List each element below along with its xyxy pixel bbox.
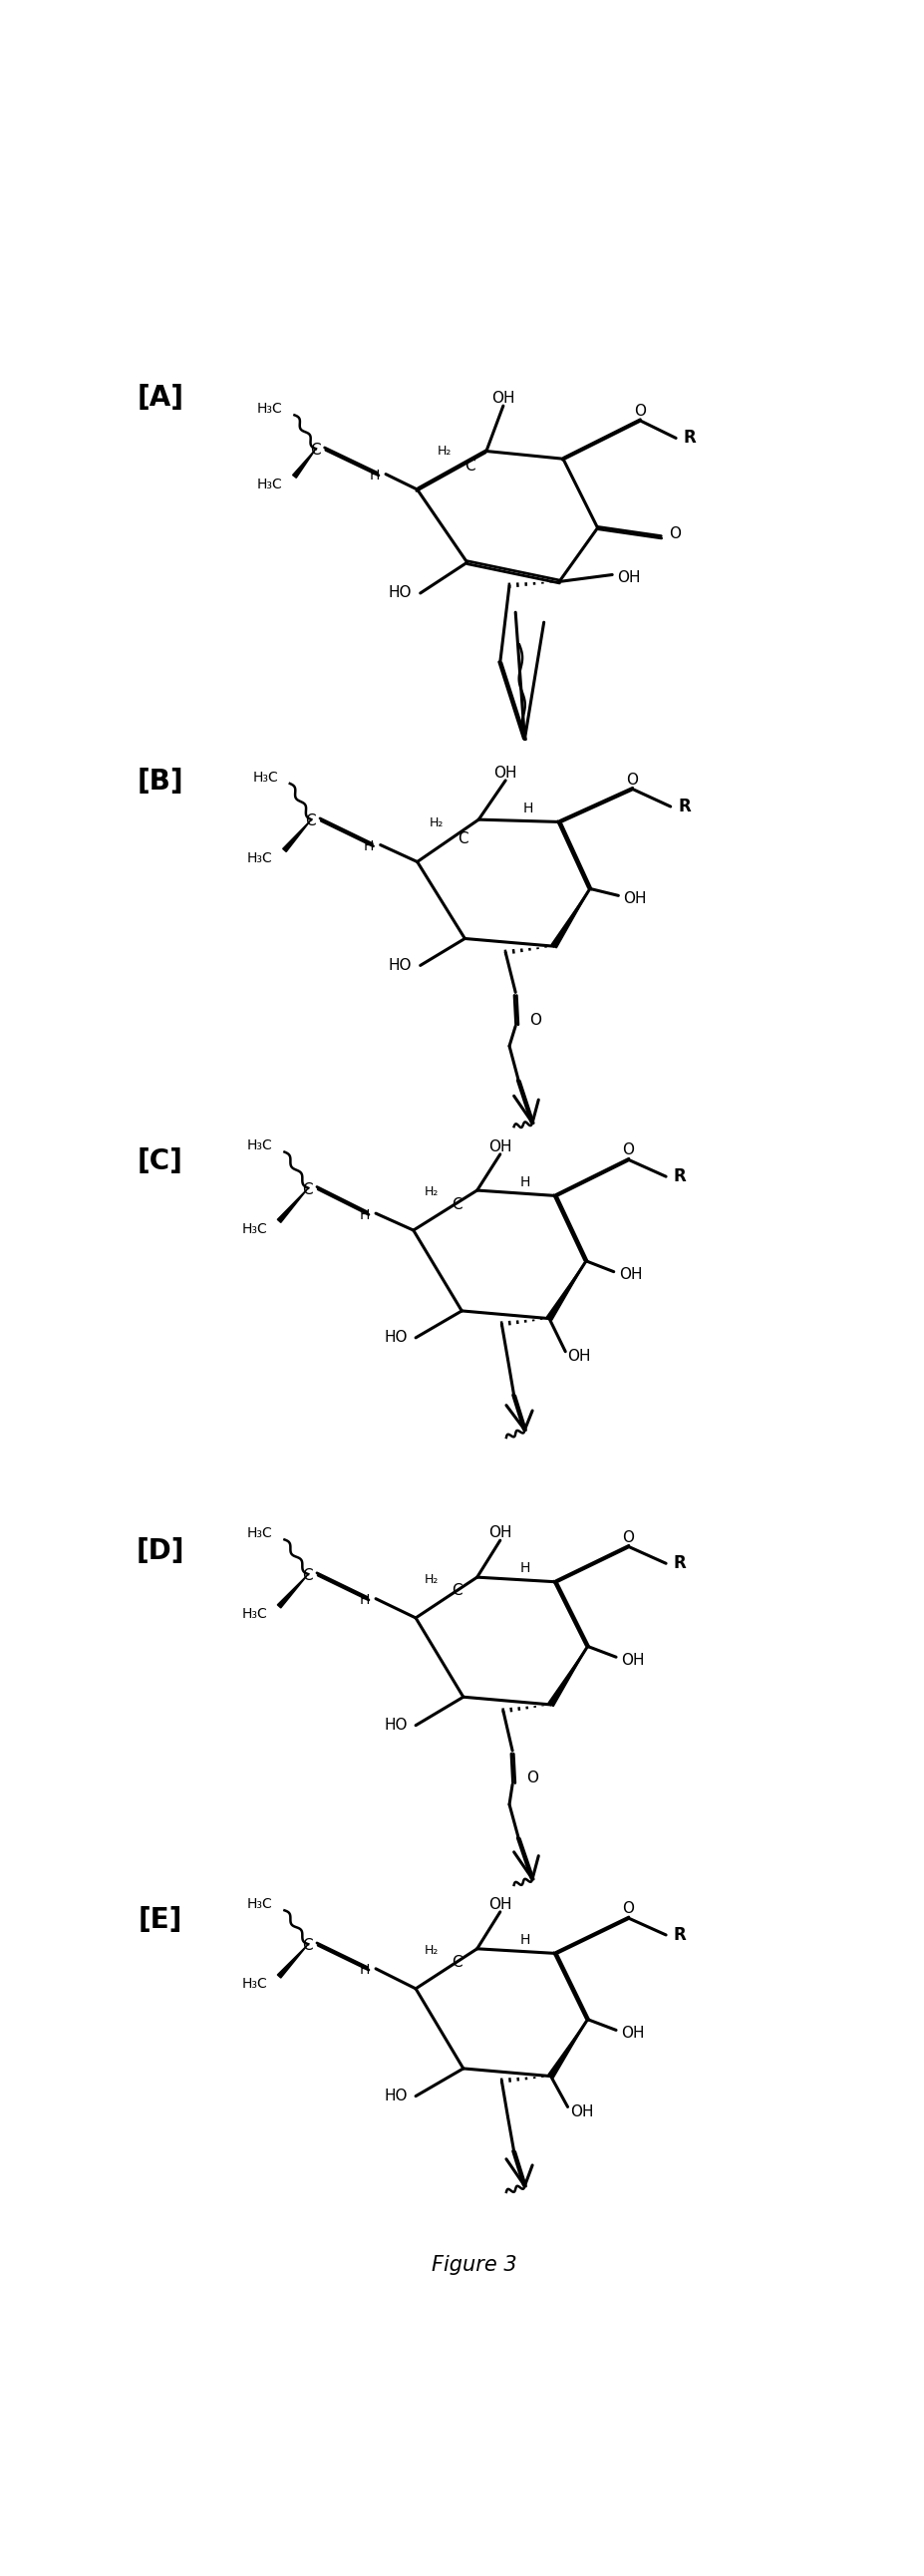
- Text: H: H: [369, 469, 379, 482]
- Text: [A]: [A]: [137, 384, 183, 412]
- Text: H: H: [359, 1595, 370, 1607]
- Text: [E]: [E]: [138, 1906, 182, 1935]
- Text: O: O: [633, 404, 645, 420]
- Text: OH: OH: [623, 891, 646, 907]
- Text: C: C: [302, 1569, 312, 1584]
- Text: HO: HO: [383, 2089, 407, 2105]
- Text: H: H: [519, 1932, 529, 1947]
- Text: H: H: [522, 801, 532, 814]
- Text: H₂: H₂: [423, 1945, 438, 1958]
- Text: C: C: [310, 443, 321, 459]
- Text: OH: OH: [621, 2025, 644, 2040]
- Text: O: O: [622, 1144, 634, 1157]
- Text: H₃C: H₃C: [247, 1139, 273, 1154]
- Text: OH: OH: [569, 2105, 592, 2120]
- Polygon shape: [283, 819, 311, 853]
- Text: OH: OH: [616, 569, 640, 585]
- Text: H: H: [519, 1175, 529, 1190]
- Text: O: O: [526, 1770, 538, 1785]
- Text: H: H: [359, 1208, 370, 1221]
- Text: O: O: [622, 1901, 634, 1917]
- Text: R: R: [683, 430, 696, 448]
- Text: C: C: [464, 459, 474, 474]
- Text: OH: OH: [488, 1896, 511, 1911]
- Text: H₂: H₂: [436, 446, 451, 459]
- Text: HO: HO: [388, 958, 412, 974]
- Polygon shape: [277, 1188, 308, 1224]
- Text: OH: OH: [567, 1350, 590, 1363]
- Text: [D]: [D]: [136, 1538, 184, 1566]
- Text: H: H: [359, 1963, 370, 1978]
- Text: C: C: [302, 1182, 312, 1198]
- Text: C: C: [452, 1955, 462, 1971]
- Text: H₃C: H₃C: [241, 1221, 267, 1236]
- Text: H₃C: H₃C: [252, 770, 278, 783]
- Text: H: H: [519, 1561, 529, 1574]
- Text: H₃C: H₃C: [247, 850, 273, 866]
- Text: H₃C: H₃C: [257, 402, 283, 415]
- Text: O: O: [529, 1012, 541, 1028]
- Text: [B]: [B]: [137, 768, 183, 796]
- Text: HO: HO: [383, 1718, 407, 1734]
- Text: OH: OH: [491, 392, 515, 404]
- Polygon shape: [292, 448, 316, 479]
- Polygon shape: [548, 1646, 587, 1705]
- Text: R: R: [673, 1927, 686, 1945]
- Text: C: C: [302, 1937, 312, 1953]
- Text: HO: HO: [388, 585, 412, 600]
- Text: O: O: [626, 773, 638, 788]
- Text: Figure 3: Figure 3: [431, 2254, 517, 2275]
- Text: H: H: [363, 840, 374, 853]
- Text: H₃C: H₃C: [241, 1978, 267, 1991]
- Polygon shape: [548, 2020, 587, 2079]
- Text: O: O: [668, 526, 680, 541]
- Text: H₃C: H₃C: [247, 1899, 273, 1911]
- Text: C: C: [457, 832, 468, 848]
- Text: OH: OH: [488, 1525, 511, 1540]
- Text: OH: OH: [621, 1654, 644, 1667]
- Polygon shape: [551, 889, 590, 948]
- Text: [C]: [C]: [137, 1146, 183, 1175]
- Polygon shape: [546, 1262, 586, 1319]
- Text: OH: OH: [488, 1139, 511, 1154]
- Text: C: C: [452, 1584, 462, 1600]
- Text: O: O: [622, 1530, 634, 1546]
- Text: C: C: [305, 814, 316, 829]
- Text: OH: OH: [493, 765, 517, 781]
- Text: R: R: [677, 799, 690, 817]
- Text: HO: HO: [383, 1329, 407, 1345]
- Text: R: R: [673, 1553, 686, 1571]
- Text: H₂: H₂: [429, 817, 444, 829]
- Text: H₂: H₂: [423, 1185, 438, 1198]
- Text: R: R: [673, 1167, 686, 1185]
- Text: H₃C: H₃C: [257, 477, 283, 492]
- Polygon shape: [277, 1945, 308, 1978]
- Text: C: C: [452, 1198, 462, 1213]
- Text: OH: OH: [618, 1267, 641, 1283]
- Text: H₃C: H₃C: [241, 1607, 267, 1620]
- Polygon shape: [277, 1574, 308, 1607]
- Text: H₂: H₂: [423, 1574, 438, 1587]
- Text: H₃C: H₃C: [247, 1528, 273, 1540]
